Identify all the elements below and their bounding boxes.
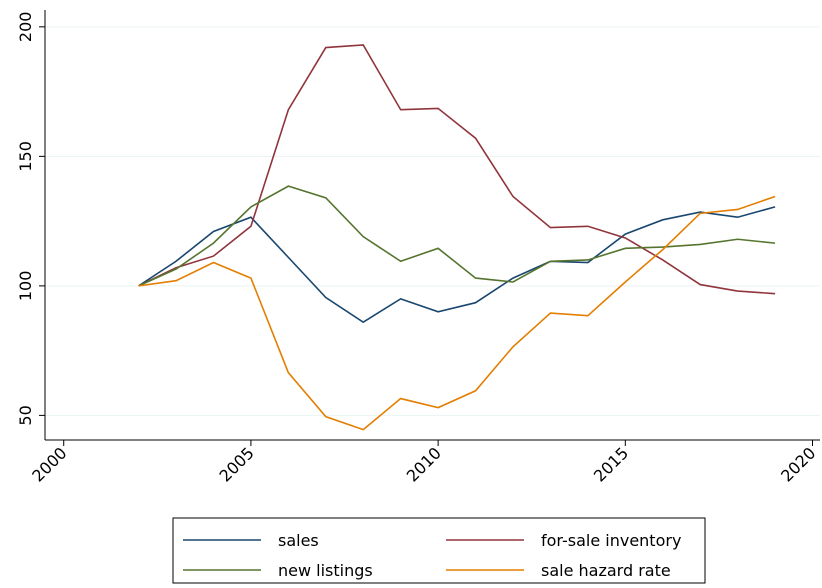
x-tick-label: 2015 [590, 443, 632, 485]
legend-label: sale hazard rate [541, 561, 671, 580]
y-tick-label: 100 [16, 271, 35, 302]
x-tick-label: 2000 [28, 443, 70, 485]
legend-box [172, 517, 706, 584]
y-tick-label: 200 [16, 12, 35, 43]
legend-label: for-sale inventory [541, 531, 681, 550]
series-line [138, 195, 776, 431]
y-tick-label: 50 [16, 405, 35, 425]
y-tick-label: 150 [16, 141, 35, 172]
legend-label: sales [278, 531, 319, 550]
series-line [138, 44, 776, 295]
x-tick-label: 2020 [777, 443, 819, 485]
legend-label: new listings [278, 561, 373, 580]
series-line [138, 206, 776, 324]
x-tick-label: 2010 [403, 443, 445, 485]
series-line [138, 185, 776, 287]
x-tick-label: 2005 [216, 443, 258, 485]
